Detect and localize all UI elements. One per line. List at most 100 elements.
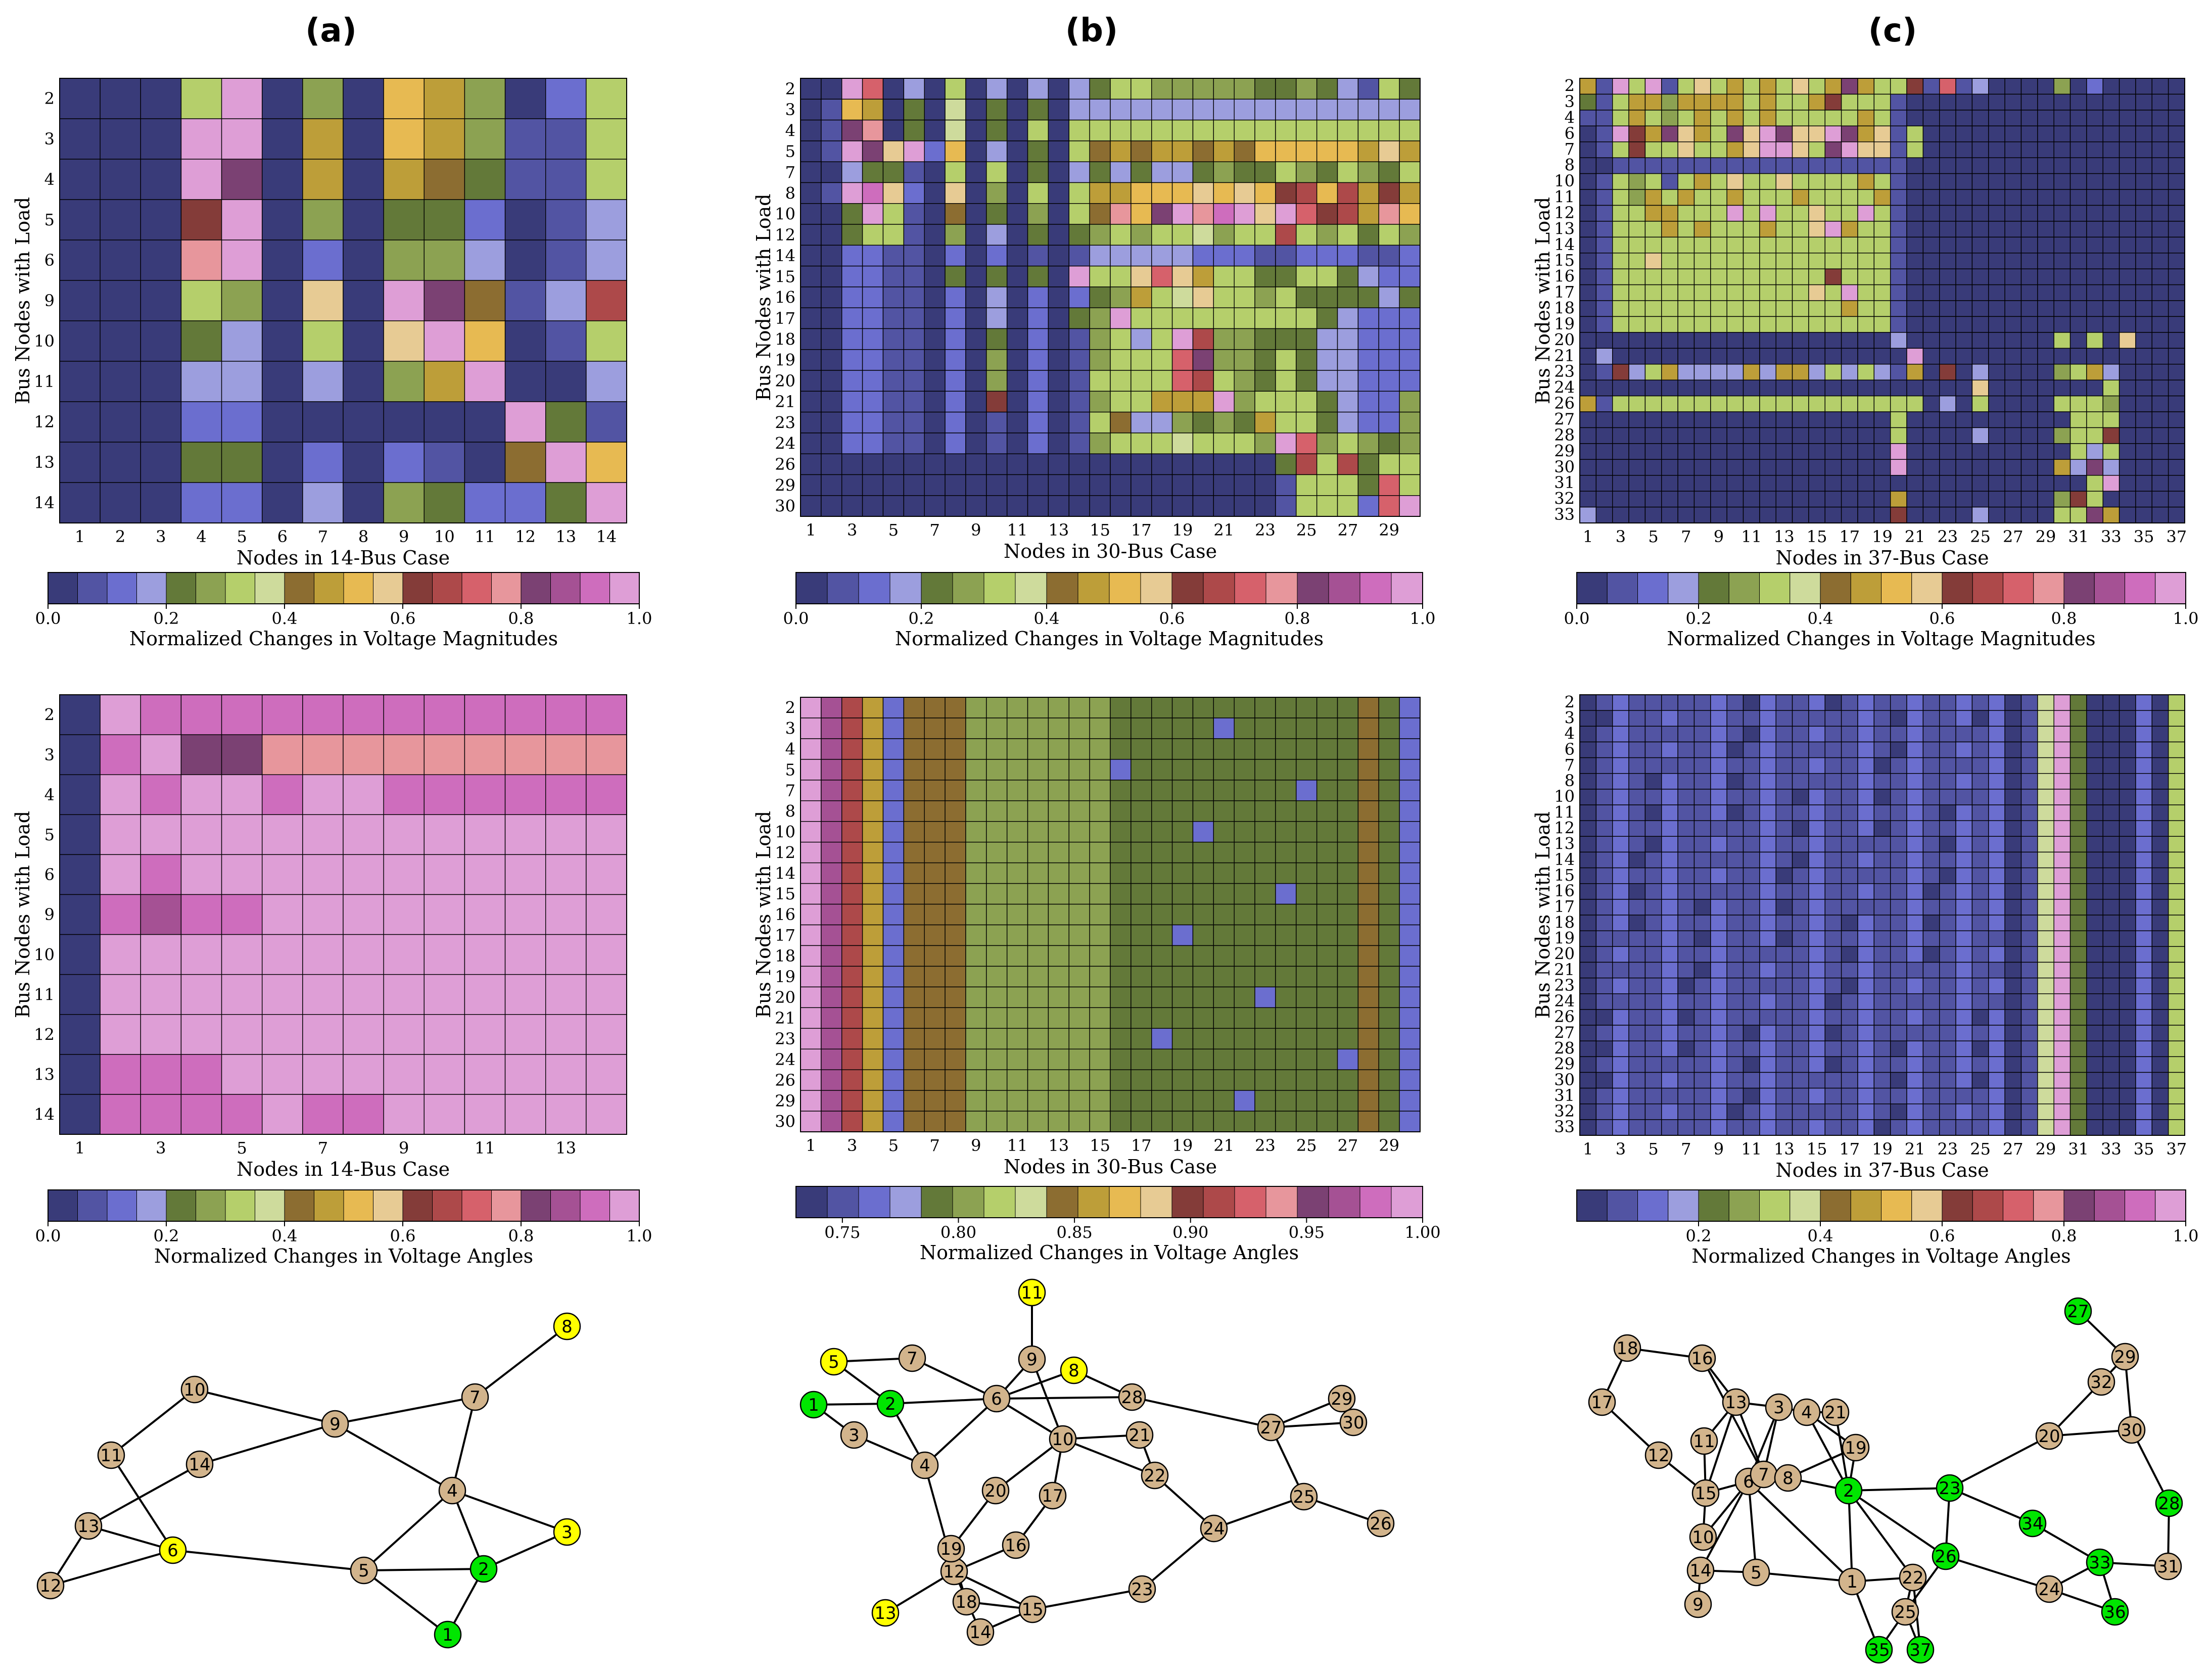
heat-cell: [945, 862, 966, 884]
heat-cell: [1693, 316, 1711, 333]
heat-cell: [821, 78, 842, 100]
x-tick-label: 9: [1714, 527, 1724, 546]
heat-cell: [1378, 349, 1400, 371]
heat-cell: [1089, 495, 1111, 517]
y-tick-label: 7: [785, 781, 795, 800]
heat-cell: [2069, 899, 2087, 916]
heat-cell: [2053, 1009, 2071, 1026]
heat-cell: [1661, 189, 1678, 206]
graph-node-label: 21: [1128, 1425, 1150, 1446]
heat-cell: [2151, 710, 2169, 727]
heat-cell: [1131, 800, 1152, 822]
heat-cell: [1808, 977, 1825, 994]
heat-cell: [1089, 1090, 1111, 1112]
heat-cell: [2168, 110, 2185, 126]
heat-cell: [100, 1094, 141, 1135]
heat-cell: [1628, 348, 1646, 365]
graph-node: [1200, 1514, 1228, 1543]
colorbar-swatch: [2094, 572, 2125, 604]
heat-cell: [1192, 349, 1214, 371]
heat-cell: [862, 841, 884, 864]
colorbar-swatch: [255, 572, 285, 604]
heat-cell: [1628, 883, 1646, 900]
heat-cell: [2119, 93, 2136, 111]
heat-cell: [862, 717, 884, 739]
heat-cell: [1710, 1104, 1727, 1120]
heat-cell: [2020, 459, 2038, 476]
heat-cell: [1048, 203, 1069, 225]
heat-cell: [1710, 851, 1727, 869]
graph-node-label: 4: [447, 1481, 458, 1501]
heat-cell: [2004, 125, 2022, 142]
heat-cell: [504, 442, 546, 483]
heat-cell: [2053, 221, 2071, 237]
heat-cell: [504, 159, 546, 200]
heat-cell: [986, 265, 1008, 288]
heat-cell: [1971, 883, 1989, 900]
heat-cell: [1399, 349, 1421, 371]
heat-cell: [1743, 694, 1760, 711]
heat-cell: [221, 974, 263, 1015]
heat-cell: [1628, 1009, 1646, 1026]
heat-cell: [1357, 411, 1379, 434]
heat-cell: [1743, 253, 1760, 269]
heat-cell: [1316, 1028, 1338, 1049]
heat-cell: [1955, 1087, 1973, 1105]
heat-cell: [2037, 125, 2054, 142]
heat-cell: [945, 453, 966, 475]
heat-cell: [1275, 862, 1297, 884]
heat-cell: [2119, 221, 2136, 237]
heat-cell: [1131, 759, 1152, 781]
heat-cell: [1254, 433, 1276, 454]
heat-cell: [1254, 265, 1276, 288]
heat-cell: [1171, 286, 1194, 308]
y-tick-label: 6: [44, 865, 55, 884]
graph-node: [1691, 1479, 1720, 1507]
heat-cell: [221, 240, 263, 281]
heat-cell: [841, 1090, 863, 1112]
heat-cell: [1939, 189, 1956, 206]
colorbar-swatch: [1790, 1189, 1821, 1222]
heat-cell: [1873, 1056, 1891, 1073]
heat-cell: [862, 1090, 884, 1112]
heat-cell: [1808, 899, 1825, 916]
heat-cell: [1873, 930, 1891, 947]
graph-edge: [924, 1398, 998, 1466]
heat-cell: [1399, 738, 1421, 760]
heat-cell: [1628, 915, 1646, 931]
heat-cell: [1857, 316, 1875, 333]
heat-cell: [1792, 804, 1809, 821]
heat-cell: [1890, 726, 1907, 743]
heat-cell: [302, 734, 344, 775]
heat-cell: [1171, 738, 1194, 760]
heat-cell: [1579, 1009, 1597, 1026]
graph-node-label: 5: [828, 1352, 839, 1372]
heat-cell: [1579, 962, 1597, 979]
heat-cell: [2020, 1119, 2038, 1136]
heat-cell: [821, 1069, 842, 1091]
heat-cell: [1048, 495, 1069, 517]
heat-cell: [1677, 789, 1695, 805]
heat-cell: [965, 1007, 987, 1029]
colorbar-swatch: [1820, 1189, 1851, 1222]
heat-cell: [1824, 284, 1842, 301]
heat-cell: [1644, 379, 1662, 397]
heat-cell: [1743, 411, 1760, 428]
heat-cell: [1316, 1111, 1338, 1132]
heat-cell: [1027, 697, 1049, 719]
x-tick-label: 9: [399, 527, 409, 546]
heat-cell: [2168, 977, 2185, 994]
heat-cell: [302, 240, 344, 281]
heat-cell: [2004, 773, 2022, 790]
heat-cell: [2086, 1056, 2103, 1073]
heat-cell: [1775, 851, 1793, 869]
heat-cell: [1110, 224, 1132, 246]
heat-cell: [1677, 1025, 1695, 1041]
heat-cell: [1824, 300, 1842, 317]
heat-cell: [586, 774, 627, 815]
heat-cell: [1006, 903, 1028, 926]
heat-cell: [2102, 789, 2120, 805]
heat-cell: [1841, 157, 1858, 174]
heat-cell: [2168, 773, 2185, 790]
heat-cell: [1710, 253, 1727, 269]
